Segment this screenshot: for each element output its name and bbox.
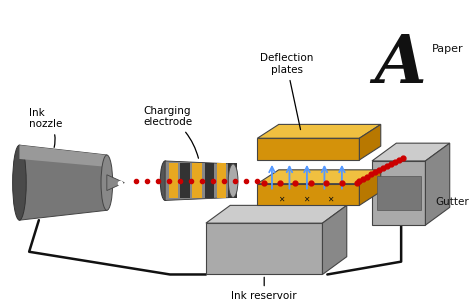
Text: ✕: ✕	[327, 195, 333, 204]
Polygon shape	[180, 163, 190, 198]
Polygon shape	[426, 143, 450, 225]
Text: Charging
electrode: Charging electrode	[144, 106, 199, 158]
Text: ✕: ✕	[303, 195, 309, 204]
Polygon shape	[257, 184, 359, 205]
Ellipse shape	[101, 155, 113, 210]
Polygon shape	[372, 143, 450, 161]
Polygon shape	[206, 205, 347, 223]
Polygon shape	[359, 125, 381, 160]
Polygon shape	[257, 170, 381, 184]
Polygon shape	[257, 125, 381, 138]
Ellipse shape	[160, 161, 170, 200]
Polygon shape	[165, 161, 233, 200]
Polygon shape	[322, 205, 347, 275]
Polygon shape	[19, 145, 107, 220]
Text: A: A	[374, 32, 426, 97]
Polygon shape	[377, 176, 420, 210]
Text: Paper: Paper	[432, 44, 464, 54]
Text: Ink
nozzle: Ink nozzle	[29, 108, 63, 147]
Ellipse shape	[13, 145, 26, 220]
Polygon shape	[372, 161, 426, 225]
Polygon shape	[217, 163, 226, 198]
Text: Ink reservoir: Ink reservoir	[231, 277, 297, 301]
Polygon shape	[359, 170, 381, 205]
Text: Gutter: Gutter	[435, 197, 469, 207]
Polygon shape	[257, 138, 359, 160]
Polygon shape	[169, 163, 178, 198]
Ellipse shape	[228, 164, 238, 198]
Polygon shape	[107, 175, 124, 191]
Text: Deflection
plates: Deflection plates	[260, 53, 313, 130]
Text: ✕: ✕	[279, 195, 285, 204]
Polygon shape	[205, 163, 214, 198]
Polygon shape	[206, 223, 322, 275]
Polygon shape	[228, 163, 237, 198]
Polygon shape	[192, 163, 202, 198]
Polygon shape	[19, 145, 107, 167]
